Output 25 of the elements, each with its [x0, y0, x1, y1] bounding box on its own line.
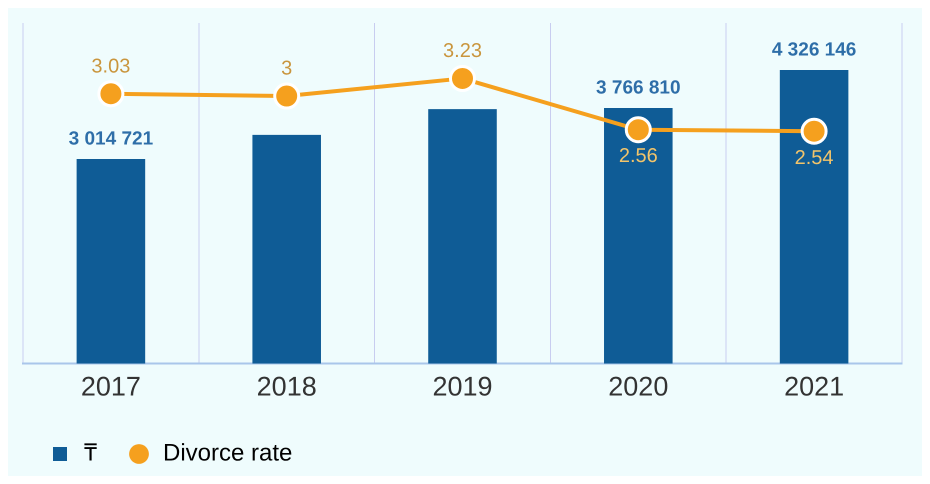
x-tick-label: 2019 [432, 371, 493, 402]
data-label: 3.23 [443, 40, 482, 62]
data-label: 3 766 810 [596, 78, 681, 99]
data-label: 3 [281, 58, 292, 80]
x-tick-label: 2020 [608, 371, 668, 402]
bar [604, 108, 673, 364]
data-label: 2.54 [794, 146, 834, 169]
x-tick-label: 2017 [80, 371, 141, 402]
bar [780, 70, 848, 364]
x-tick-label: 2018 [256, 371, 317, 402]
data-label: 3.03 [91, 55, 130, 78]
bar [76, 158, 146, 364]
point [800, 118, 828, 145]
bar [428, 109, 497, 364]
bar [252, 134, 321, 364]
data-label: 2.56 [618, 145, 658, 168]
data-label: 3 014 721 [68, 128, 154, 150]
legend-label: ₸ [84, 440, 97, 467]
point [97, 80, 124, 108]
point [273, 82, 300, 110]
point [449, 64, 476, 92]
legend-label: Divorce rate [163, 440, 292, 467]
x-tick-label: 2021 [784, 371, 844, 402]
data-label: 4 326 146 [772, 40, 856, 61]
point [624, 116, 652, 144]
